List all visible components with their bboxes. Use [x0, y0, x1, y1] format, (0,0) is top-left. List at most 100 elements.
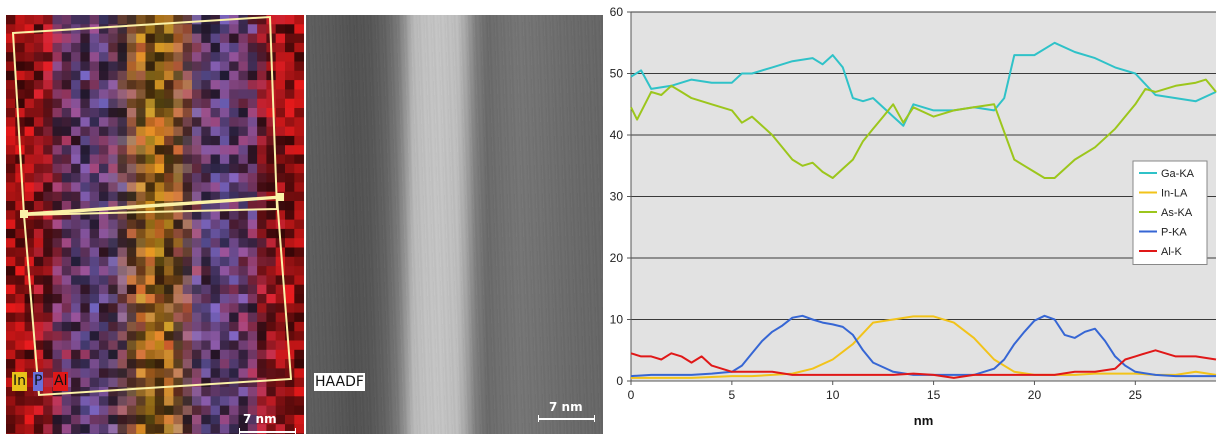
eds-pixel	[15, 294, 26, 304]
eds-pixel	[15, 275, 26, 286]
eds-pixel	[61, 256, 72, 267]
eds-pixel	[24, 61, 35, 72]
eds-pixel	[210, 275, 221, 286]
eds-pixel	[52, 396, 63, 407]
eds-pixel	[80, 70, 91, 81]
eds-pixel	[173, 396, 184, 407]
eds-pixel	[173, 108, 184, 118]
eds-pixel	[145, 210, 156, 221]
eds-pixel	[247, 61, 258, 72]
eds-pixel	[285, 396, 295, 407]
eds-pixel	[117, 145, 128, 155]
eds-pixel	[164, 163, 174, 174]
eds-pixel	[52, 312, 63, 323]
eds-pixel	[33, 182, 44, 193]
eds-pixel	[238, 414, 249, 425]
eds-pixel	[201, 228, 212, 239]
eds-pixel	[24, 219, 35, 230]
eds-pixel	[71, 52, 81, 62]
eds-pixel	[61, 349, 72, 360]
eds-pixel	[229, 331, 239, 341]
eds-pixel	[201, 340, 212, 351]
eds-pixel	[80, 163, 91, 174]
eds-pixel	[257, 238, 267, 248]
eds-pixel	[43, 154, 53, 165]
eds-pixel	[145, 359, 156, 369]
eds-pixel	[154, 275, 165, 286]
eds-pixel	[238, 117, 249, 128]
eds-pixel	[294, 312, 304, 323]
eds-pixel	[71, 405, 81, 416]
eds-pixel	[52, 266, 63, 276]
eds-pixel	[52, 405, 63, 416]
eds-pixel	[145, 33, 156, 44]
eds-pixel	[99, 24, 109, 35]
eds-pixel	[71, 89, 81, 100]
aluminum-label: Al	[53, 372, 69, 391]
eds-pixel	[145, 284, 156, 295]
eds-pixel	[15, 15, 26, 25]
eds-pixel	[99, 89, 109, 100]
eds-pixel	[182, 24, 193, 35]
eds-pixel	[52, 154, 63, 165]
eds-pixel	[154, 52, 165, 62]
eds-pixel	[136, 359, 146, 369]
eds-pixel	[229, 303, 239, 314]
eds-pixel	[266, 414, 277, 425]
eds-pixel	[6, 312, 16, 323]
eds-pixel	[6, 396, 16, 407]
eds-pixel	[89, 303, 100, 314]
eds-pixel	[33, 303, 44, 314]
eds-pixel	[229, 24, 239, 35]
eds-pixel	[15, 108, 26, 118]
eds-pixel	[182, 182, 193, 193]
eds-pixel	[164, 135, 174, 146]
eds-pixel	[247, 42, 258, 53]
eds-pixel	[99, 424, 109, 434]
eds-pixel	[52, 182, 63, 193]
eds-pixel	[173, 42, 184, 53]
eds-pixel	[219, 284, 230, 295]
eds-pixel	[266, 238, 277, 248]
eds-pixel	[154, 163, 165, 174]
eds-pixel	[99, 117, 109, 128]
eds-pixel	[24, 89, 35, 100]
eds-pixel	[201, 247, 212, 258]
eds-pixel	[247, 405, 258, 416]
eds-pixel	[238, 145, 249, 155]
eds-pixel	[247, 368, 258, 379]
eds-pixel	[15, 182, 26, 193]
eds-pixel	[164, 42, 174, 53]
eds-pixel	[266, 387, 277, 397]
eds-pixel	[201, 163, 212, 174]
eds-pixel	[154, 135, 165, 146]
eds-pixel	[201, 33, 212, 44]
eds-pixel	[182, 191, 193, 202]
eds-pixel	[275, 349, 286, 360]
eds-pixel	[192, 228, 202, 239]
eds-pixel	[247, 312, 258, 323]
eds-pixel	[192, 303, 202, 314]
eds-pixel	[61, 191, 72, 202]
eds-pixel	[136, 108, 146, 118]
eds-pixel	[136, 303, 146, 314]
eds-pixel	[192, 405, 202, 416]
eds-pixel	[192, 238, 202, 248]
eds-pixel	[108, 98, 119, 109]
eds-pixel	[126, 349, 137, 360]
eds-pixel	[285, 405, 295, 416]
eds-pixel	[154, 42, 165, 53]
eds-pixel	[285, 173, 295, 183]
eds-pixel	[6, 126, 16, 137]
eds-pixel	[61, 42, 72, 53]
eds-pixel	[229, 424, 239, 434]
eds-pixel	[33, 294, 44, 304]
eds-pixel	[89, 61, 100, 72]
eds-pixel	[43, 24, 53, 35]
eds-pixel	[154, 33, 165, 44]
eds-pixel	[219, 201, 230, 211]
eds-pixel	[247, 52, 258, 62]
eds-pixel	[275, 52, 286, 62]
eds-pixel	[154, 256, 165, 267]
eds-pixel	[126, 163, 137, 174]
